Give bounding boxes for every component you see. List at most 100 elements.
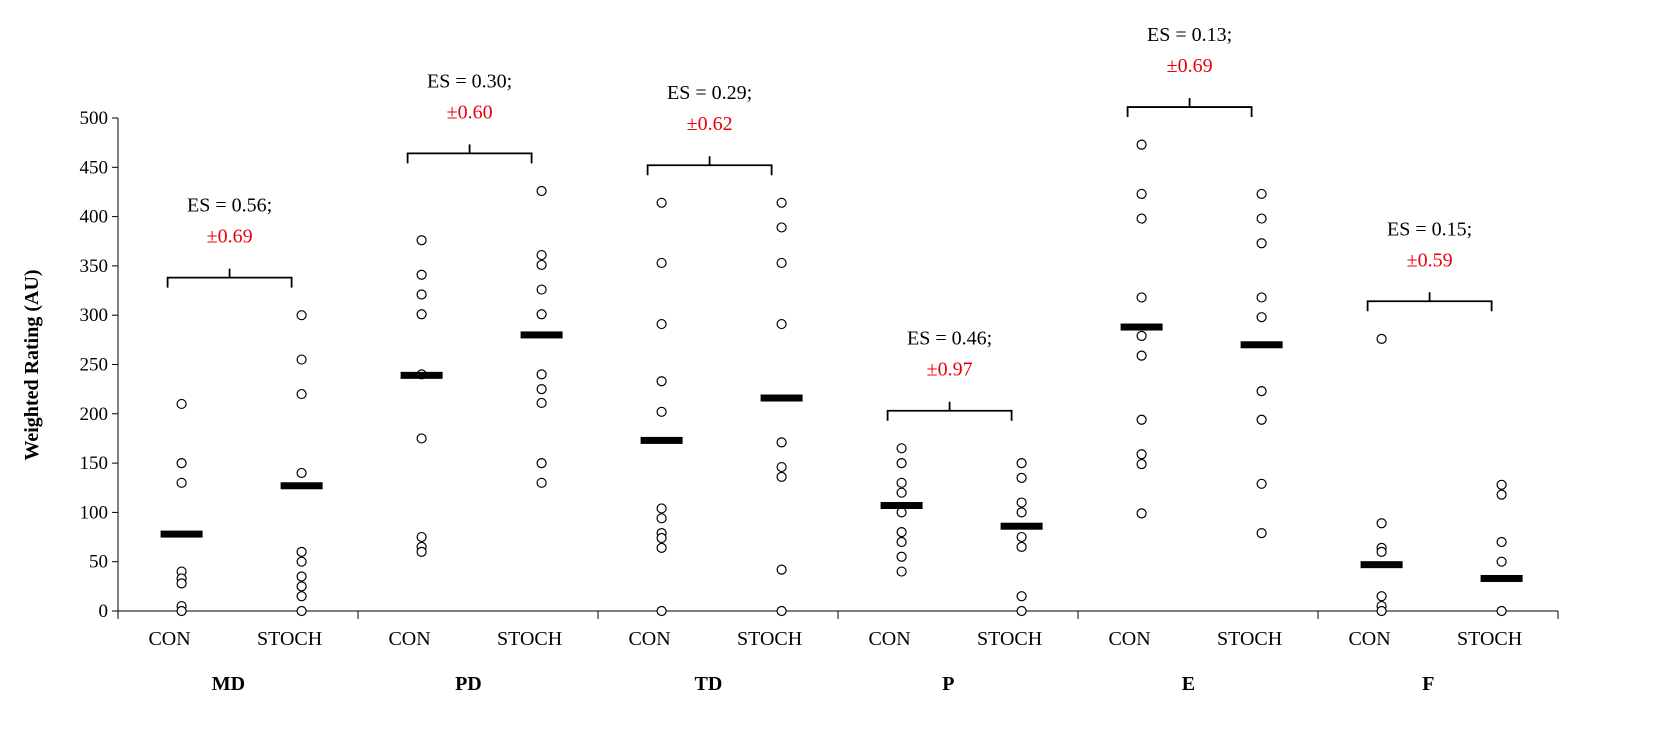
confidence-interval-label: ±0.59 — [1407, 249, 1453, 271]
data-point-md-stoch — [296, 581, 307, 592]
data-point-td-stoch — [776, 605, 787, 617]
effect-size-bracket — [166, 268, 293, 288]
data-point-e-con — [1136, 139, 1147, 150]
x-subcategory-label: STOCH — [497, 628, 562, 650]
data-point-e-stoch — [1256, 213, 1267, 224]
mean-bar-p-con — [880, 501, 923, 509]
data-point-md-stoch — [296, 605, 307, 617]
data-point-f-stoch — [1496, 605, 1507, 617]
data-point-md-con — [176, 458, 187, 469]
data-point-p-stoch — [1016, 507, 1027, 518]
data-point-p-con — [896, 443, 907, 454]
effect-size-bracket — [646, 156, 773, 176]
x-subcategory-label: CON — [388, 628, 430, 650]
data-point-td-con — [656, 376, 667, 387]
data-point-f-stoch — [1496, 489, 1507, 500]
data-point-e-con — [1136, 414, 1147, 425]
data-point-f-stoch — [1496, 536, 1507, 548]
data-point-p-con — [896, 458, 907, 469]
data-point-e-con — [1136, 213, 1147, 224]
y-tick-label: 250 — [80, 355, 109, 376]
data-point-f-con — [1376, 333, 1387, 344]
data-point-td-stoch — [776, 257, 787, 269]
y-tick-label: 50 — [89, 552, 108, 573]
data-point-td-con — [656, 542, 667, 553]
data-point-pd-stoch — [536, 284, 547, 295]
data-point-td-con — [656, 318, 667, 330]
data-point-pd-stoch — [536, 384, 547, 395]
effect-size-label: ES = 0.13; — [1147, 24, 1232, 46]
x-subcategory-label: CON — [1108, 628, 1150, 650]
group-label: TD — [695, 673, 723, 695]
y-tick-label: 200 — [80, 404, 109, 425]
data-point-pd-stoch — [536, 309, 547, 320]
data-point-f-con — [1376, 605, 1387, 617]
data-point-e-stoch — [1256, 292, 1267, 303]
data-point-f-stoch — [1496, 479, 1507, 490]
data-point-e-con — [1136, 188, 1147, 200]
data-point-td-con — [656, 503, 667, 514]
data-point-p-stoch — [1016, 497, 1027, 508]
data-point-md-stoch — [296, 556, 307, 567]
data-point-p-con — [896, 487, 907, 498]
y-axis-label: Weighted Rating (AU) — [21, 269, 43, 460]
data-point-td-stoch — [776, 461, 787, 473]
confidence-interval-label: ±0.69 — [1167, 55, 1213, 77]
data-point-td-stoch — [776, 564, 787, 575]
data-point-p-con — [896, 477, 907, 488]
data-point-pd-stoch — [536, 185, 547, 197]
confidence-interval-label: ±0.60 — [447, 101, 493, 123]
data-point-md-con — [176, 398, 187, 410]
data-point-f-stoch — [1496, 556, 1507, 567]
y-tick-label: 0 — [99, 601, 109, 622]
data-point-e-stoch — [1256, 478, 1267, 489]
confidence-interval-label: ±0.97 — [927, 359, 973, 381]
mean-bar-md-con — [160, 530, 203, 538]
confidence-interval-label: ±0.69 — [207, 226, 253, 248]
group-label: MD — [212, 673, 245, 695]
data-point-e-con — [1136, 330, 1147, 342]
mean-bar-e-stoch — [1240, 341, 1283, 349]
data-point-td-stoch — [776, 222, 787, 233]
mean-bar-f-stoch — [1480, 574, 1523, 582]
x-subcategory-label: STOCH — [257, 628, 322, 650]
y-tick-label: 350 — [80, 256, 109, 277]
data-point-pd-con — [416, 235, 427, 246]
x-subcategory-label: STOCH — [737, 628, 802, 650]
group-label: P — [942, 673, 954, 695]
data-point-e-con — [1136, 458, 1147, 470]
data-point-td-con — [656, 532, 667, 544]
mean-bar-pd-stoch — [520, 331, 563, 339]
data-point-md-stoch — [296, 310, 307, 321]
data-point-td-stoch — [776, 471, 787, 483]
data-point-p-stoch — [1016, 605, 1027, 617]
data-point-td-stoch — [776, 197, 787, 208]
data-point-pd-con — [416, 433, 427, 444]
data-point-md-stoch — [296, 467, 307, 479]
data-point-e-stoch — [1256, 312, 1267, 323]
y-tick-label: 500 — [80, 108, 109, 129]
y-tick-label: 300 — [80, 305, 109, 326]
data-point-f-con — [1376, 518, 1387, 529]
y-tick-label: 400 — [80, 207, 109, 228]
x-subcategory-label: STOCH — [1217, 628, 1282, 650]
effect-size-label: ES = 0.30; — [427, 70, 512, 92]
data-point-pd-con — [416, 546, 427, 557]
data-point-p-stoch — [1016, 531, 1027, 543]
x-subcategory-label: CON — [148, 628, 190, 650]
data-point-pd-con — [416, 289, 427, 300]
data-point-md-con — [176, 477, 187, 488]
data-point-p-stoch — [1016, 541, 1027, 553]
data-point-pd-con — [416, 531, 427, 543]
effect-size-bracket — [1126, 98, 1253, 118]
group-label: F — [1422, 673, 1434, 695]
effect-size-label: ES = 0.29; — [667, 82, 752, 104]
data-point-p-con — [896, 566, 907, 577]
x-subcategory-label: CON — [1348, 628, 1390, 650]
data-point-e-con — [1136, 292, 1147, 303]
data-point-md-stoch — [296, 546, 307, 557]
data-point-f-con — [1376, 591, 1387, 602]
x-subcategory-label: CON — [628, 628, 670, 650]
data-point-f-con — [1376, 546, 1387, 557]
